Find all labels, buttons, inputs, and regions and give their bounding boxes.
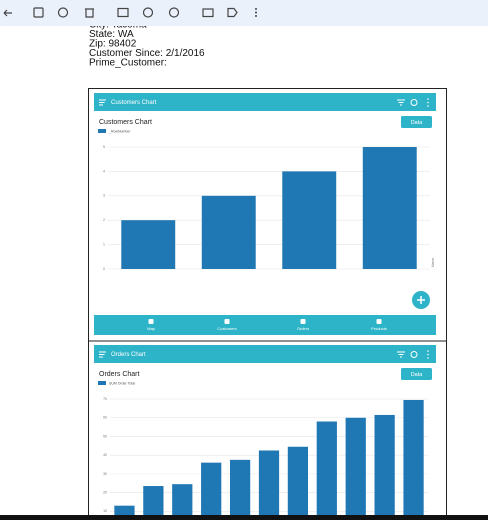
bar — [172, 484, 193, 520]
archive-icon[interactable] — [33, 7, 44, 18]
email-line: Zip: 98402 — [89, 39, 137, 50]
data-button-label: Data — [411, 372, 424, 378]
panel-title: Orders Chart — [111, 352, 146, 358]
dot — [255, 15, 257, 17]
unread-icon[interactable] — [117, 7, 129, 18]
bar — [362, 147, 417, 269]
bar — [121, 220, 176, 269]
bar — [403, 399, 424, 520]
refresh-icon[interactable] — [410, 351, 418, 358]
bar — [229, 459, 251, 520]
email-line: Prime_Customer: — [89, 58, 167, 69]
more-icon[interactable] — [427, 101, 429, 104]
label-icon[interactable] — [227, 7, 238, 18]
menu-icon[interactable] — [99, 99, 106, 101]
more-icon[interactable] — [427, 105, 429, 107]
nav-bar — [94, 315, 436, 335]
move-icon[interactable] — [202, 8, 214, 18]
more-icon[interactable] — [427, 357, 429, 359]
task-icon[interactable] — [168, 7, 180, 18]
y-tick-label: 40 — [103, 453, 107, 457]
legend-swatch — [98, 129, 106, 133]
menu-icon[interactable] — [99, 354, 105, 355]
dot — [255, 11, 257, 14]
y-tick-label: 70 — [103, 397, 107, 401]
panel-header — [94, 93, 436, 111]
menu-icon[interactable] — [99, 104, 103, 106]
nav-icon[interactable] — [148, 319, 154, 324]
snooze-icon[interactable] — [142, 7, 154, 18]
bar — [316, 421, 337, 520]
x-axis-label: Name — [431, 258, 435, 267]
bar — [287, 446, 309, 520]
toolbar-icons — [3, 7, 238, 18]
y-tick-label: 30 — [103, 472, 107, 476]
nav-icon[interactable] — [300, 319, 306, 324]
more-icon[interactable] — [255, 8, 257, 17]
bar — [201, 195, 256, 269]
y-tick-label: 4 — [103, 169, 105, 173]
taskbar — [0, 515, 488, 520]
nav-icon[interactable] — [376, 319, 382, 324]
legend-swatch — [98, 381, 106, 385]
nav-label[interactable]: Products — [371, 326, 387, 331]
y-tick-label: 20 — [103, 491, 107, 495]
bar — [374, 414, 395, 520]
filter-icon[interactable] — [397, 351, 405, 358]
refresh-icon[interactable] — [410, 99, 418, 106]
charts: Customers Chart Customers Chart Data _RowNu… — [94, 93, 436, 520]
report-icon[interactable] — [57, 7, 69, 18]
y-tick-label: 1 — [103, 243, 105, 247]
filter-icon[interactable] — [397, 99, 405, 106]
nav-icon[interactable] — [224, 319, 230, 324]
data-button[interactable] — [401, 116, 432, 128]
legend-label: _RowNumber — [108, 129, 131, 133]
back-icon[interactable] — [3, 9, 12, 17]
data-button[interactable] — [401, 368, 432, 380]
menu-icon[interactable] — [99, 356, 103, 358]
legend-label: SUM Order Total — [109, 381, 135, 385]
nav-label[interactable]: Map — [147, 326, 156, 331]
delete-icon[interactable] — [85, 8, 94, 18]
data-button-label: Data — [411, 120, 424, 126]
more-icon[interactable] — [427, 98, 429, 100]
panel-header — [94, 345, 436, 363]
bar — [282, 171, 337, 269]
toolbar — [0, 0, 488, 26]
menu-icon[interactable] — [99, 351, 106, 353]
y-tick-label: 0 — [103, 267, 105, 271]
y-tick-label: 50 — [103, 434, 107, 438]
email-line: State: WA — [89, 29, 134, 40]
bar — [201, 462, 222, 520]
menu-icon[interactable] — [99, 102, 105, 103]
chart-title: Customers Chart — [99, 119, 152, 126]
y-tick-label: 10 — [103, 509, 107, 513]
more-icon[interactable] — [427, 350, 429, 352]
dot — [255, 8, 257, 10]
y-tick-label: 60 — [103, 416, 107, 420]
y-tick-label: 2 — [103, 218, 105, 222]
bar — [143, 486, 164, 520]
bar — [258, 450, 280, 520]
y-tick-label: 5 — [103, 145, 105, 149]
bar — [345, 417, 366, 520]
panel-title: Customers Chart — [111, 100, 157, 106]
add-icon — [417, 296, 425, 304]
more-icon[interactable] — [427, 353, 429, 356]
y-tick-label: 3 — [103, 194, 105, 198]
nav-label[interactable]: Orders — [297, 326, 309, 331]
chart-title: Orders Chart — [99, 371, 140, 378]
email-line: Customer Since: 2/1/2016 — [89, 48, 205, 59]
nav-label[interactable]: Customers — [217, 326, 236, 331]
